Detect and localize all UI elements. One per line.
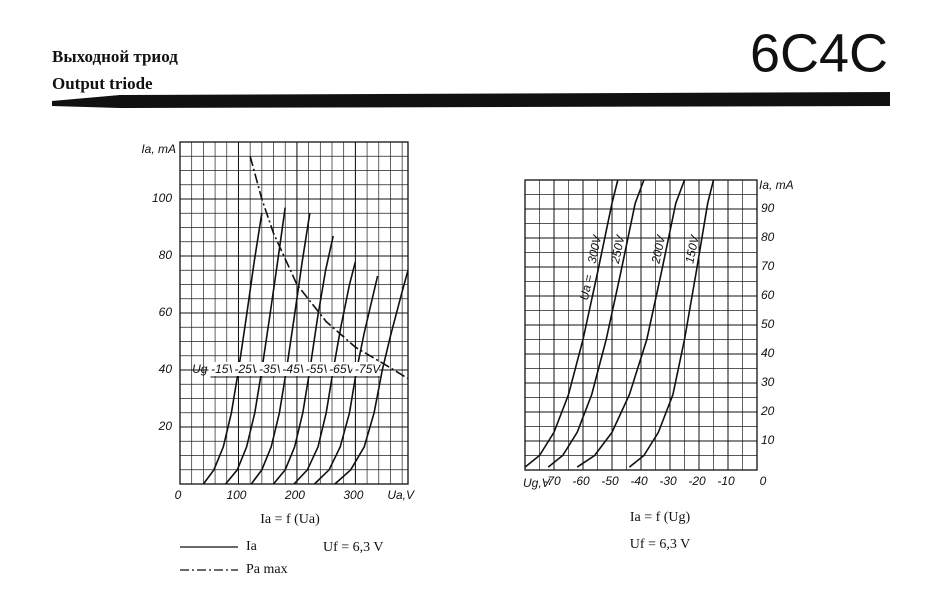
- y-tick-label: 20: [760, 404, 775, 418]
- series-label: -75V: [355, 362, 381, 376]
- x-tick-label: 200: [284, 488, 305, 502]
- curve: [313, 275, 379, 485]
- y-axis-label: Ia, mA: [141, 142, 176, 156]
- y-tick-label: 10: [761, 433, 775, 447]
- series-label: 200V: [648, 233, 668, 265]
- curve: [628, 179, 715, 468]
- series-label: 250V: [608, 233, 628, 265]
- x-tick-label: -40: [630, 474, 648, 488]
- y-tick-label: 100: [152, 191, 172, 205]
- series-label: -45V: [282, 362, 308, 376]
- label-bg: [208, 362, 236, 376]
- label-bg: [279, 362, 307, 376]
- y-tick-label: 40: [761, 346, 775, 360]
- x-tick-label: -70: [543, 474, 561, 488]
- y-tick-label: 80: [159, 248, 173, 262]
- x-tick-label: -60: [572, 474, 590, 488]
- x-axis-label: Ug,V: [523, 476, 551, 490]
- curve-parameter: Ua =: [577, 273, 596, 301]
- curve: [224, 207, 286, 485]
- title-ru: Выходной триод: [52, 47, 178, 66]
- series-label: 150V: [682, 233, 702, 264]
- curve: [272, 235, 334, 485]
- series-label: -25V: [234, 362, 260, 376]
- curve: [576, 179, 686, 468]
- curve: [524, 179, 619, 468]
- x-tick-label: 100: [226, 488, 246, 502]
- y-tick-label: 60: [761, 288, 775, 302]
- series-label: -65V: [329, 362, 355, 376]
- label-bg: [326, 362, 354, 376]
- x-tick-label: -20: [688, 474, 706, 488]
- curve: [250, 213, 311, 485]
- series-label: -15V: [211, 362, 237, 376]
- curve: [334, 270, 409, 485]
- y-tick-label: 40: [159, 362, 173, 376]
- series-label: -35V: [259, 362, 285, 376]
- chart-condition: Uf = 6,3 V: [630, 537, 691, 552]
- curve: [202, 213, 263, 485]
- title-en: Output triode: [52, 74, 153, 93]
- label-bg: [303, 362, 331, 376]
- y-tick-label: 90: [761, 201, 775, 215]
- y-tick-label: 30: [761, 375, 775, 389]
- legend-label: Ia: [246, 539, 258, 554]
- x-tick-label: -30: [659, 474, 677, 488]
- x-axis-label: Ua,V: [387, 488, 415, 502]
- label-bg: [231, 362, 259, 376]
- y-axis-label: Ia, mA: [759, 178, 794, 192]
- x-tick-label: -50: [601, 474, 619, 488]
- x-tick-label: 300: [343, 488, 363, 502]
- curve: [293, 261, 357, 485]
- series-label: -55V: [306, 362, 332, 376]
- pa-max-curve: [249, 156, 409, 380]
- label-bg: [256, 362, 284, 376]
- part-number: 6C4C: [750, 23, 888, 83]
- x-tick-label: 0: [175, 488, 182, 502]
- chart-caption: Ia = f (Ug): [630, 510, 691, 525]
- label-bg: [352, 362, 380, 376]
- curve: [547, 179, 645, 468]
- y-tick-label: 20: [158, 419, 173, 433]
- x-tick-label: -10: [717, 474, 735, 488]
- y-tick-label: 80: [761, 230, 775, 244]
- chart-condition: Uf = 6,3 V: [323, 540, 384, 555]
- series-label: 300V: [585, 233, 605, 264]
- x-tick-label: 0: [760, 474, 767, 488]
- chart-caption: Ia = f (Ua): [260, 512, 320, 527]
- y-tick-label: 50: [761, 317, 775, 331]
- legend-label: Pa max: [246, 562, 288, 577]
- header-bar: [52, 92, 890, 108]
- curve-parameter: Ug: [192, 362, 208, 376]
- y-tick-label: 60: [159, 305, 173, 319]
- y-tick-label: 70: [761, 259, 775, 273]
